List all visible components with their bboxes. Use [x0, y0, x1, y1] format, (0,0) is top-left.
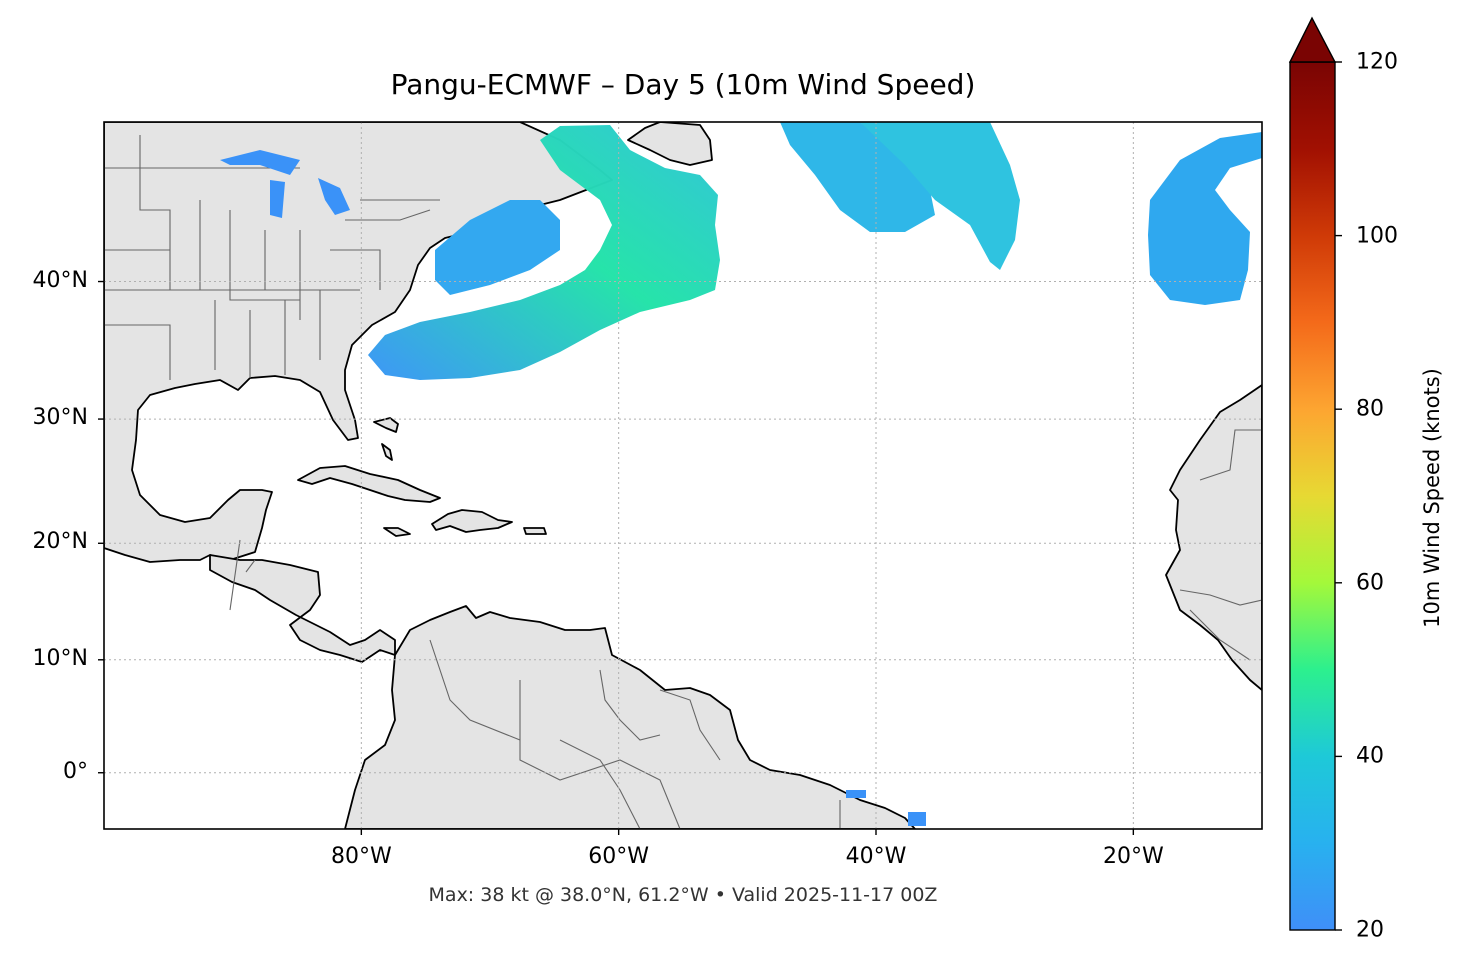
map-frame [103, 121, 1263, 830]
wind-lakes [220, 150, 350, 218]
colorbar-tick-40: 40 [1356, 743, 1384, 769]
south-america [344, 605, 916, 829]
axis-ticks [98, 280, 1135, 835]
colorbar-title: 10m Wind Speed (knots) [1420, 368, 1444, 628]
wind-jet-east [1148, 132, 1262, 305]
map-area [104, 122, 1262, 829]
newfoundland [627, 122, 713, 166]
lon-label-60w: 60°W [588, 844, 650, 869]
chart-title: Pangu-ECMWF – Day 5 (10m Wind Speed) [390, 68, 976, 101]
hispaniola [431, 509, 513, 533]
colorbar-tick-120: 120 [1356, 49, 1398, 75]
jamaica [383, 527, 411, 537]
wind-jet-coastal [435, 200, 560, 295]
lat-label-40n: 40°N [32, 267, 88, 293]
cuba [297, 465, 441, 503]
colorbar-ticks [1335, 61, 1342, 931]
colorbar-tick-100: 100 [1356, 223, 1398, 249]
state-borders [104, 135, 1262, 829]
colorbar-bar [1289, 61, 1336, 931]
central-america [209, 554, 396, 663]
land [104, 122, 1262, 829]
colorbar-tick-80: 80 [1356, 396, 1384, 422]
puerto-rico [523, 527, 547, 535]
wind-jet-midatlantic-a [780, 122, 935, 232]
lat-label-10n: 10°N [32, 645, 88, 671]
wind-spot-brazil [846, 790, 926, 826]
lon-label-40w: 40°W [845, 844, 907, 869]
lat-label-20n: 20°N [32, 529, 88, 555]
lon-label-20w: 20°W [1102, 844, 1164, 869]
lat-label-30n: 30°N [32, 405, 88, 431]
africa [1165, 384, 1262, 691]
lon-label-80w: 80°W [330, 844, 392, 869]
wind-jet-midatlantic-b [860, 122, 1020, 270]
colorbar-extend-arrow [1288, 16, 1337, 63]
bahamas [373, 417, 399, 461]
colorbar [1288, 16, 1342, 931]
lat-label-equator: 0° [63, 758, 88, 784]
wind-field [220, 122, 1262, 826]
colorbar-tick-20: 20 [1356, 917, 1384, 943]
max-wind-caption: Max: 38 kt @ 38.0°N, 61.2°W • Valid 2025… [428, 884, 938, 906]
graticule [104, 122, 1262, 829]
colorbar-tick-60: 60 [1356, 570, 1384, 596]
wind-jet-main [368, 125, 720, 380]
